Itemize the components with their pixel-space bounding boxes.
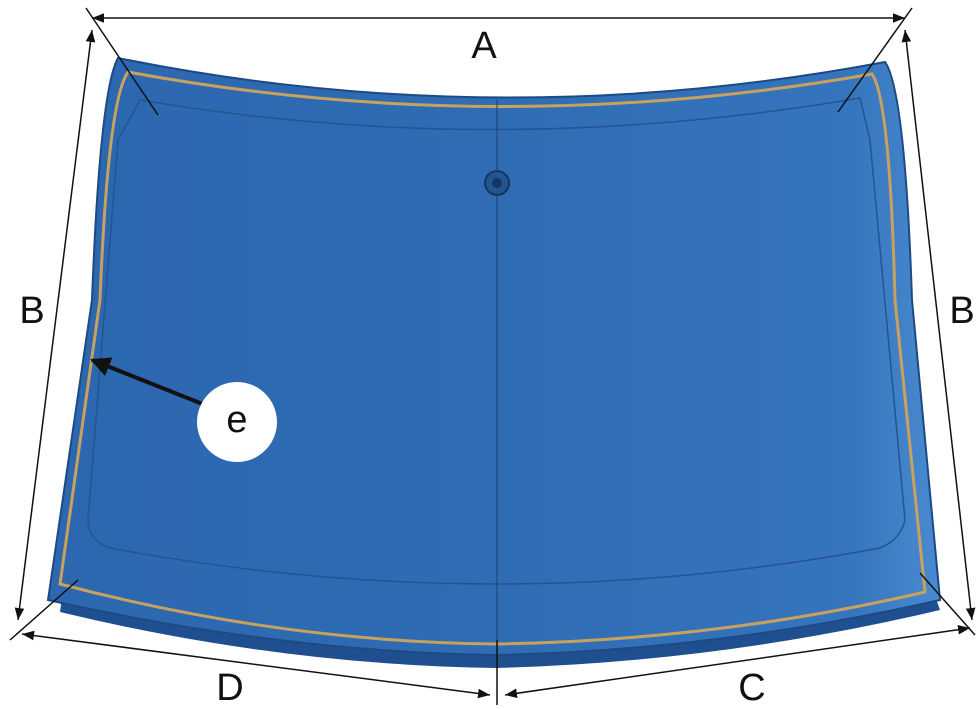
label-a: A — [471, 25, 497, 67]
callout-circle — [197, 382, 277, 462]
label-b-left: B — [19, 290, 44, 332]
label-e: e — [226, 399, 247, 441]
label-b-right: B — [949, 290, 974, 332]
label-d: D — [216, 667, 243, 709]
label-c: C — [738, 667, 765, 709]
windshield — [46, 56, 942, 668]
callout-arrow — [90, 357, 206, 407]
dimension-lines — [9, 7, 976, 705]
